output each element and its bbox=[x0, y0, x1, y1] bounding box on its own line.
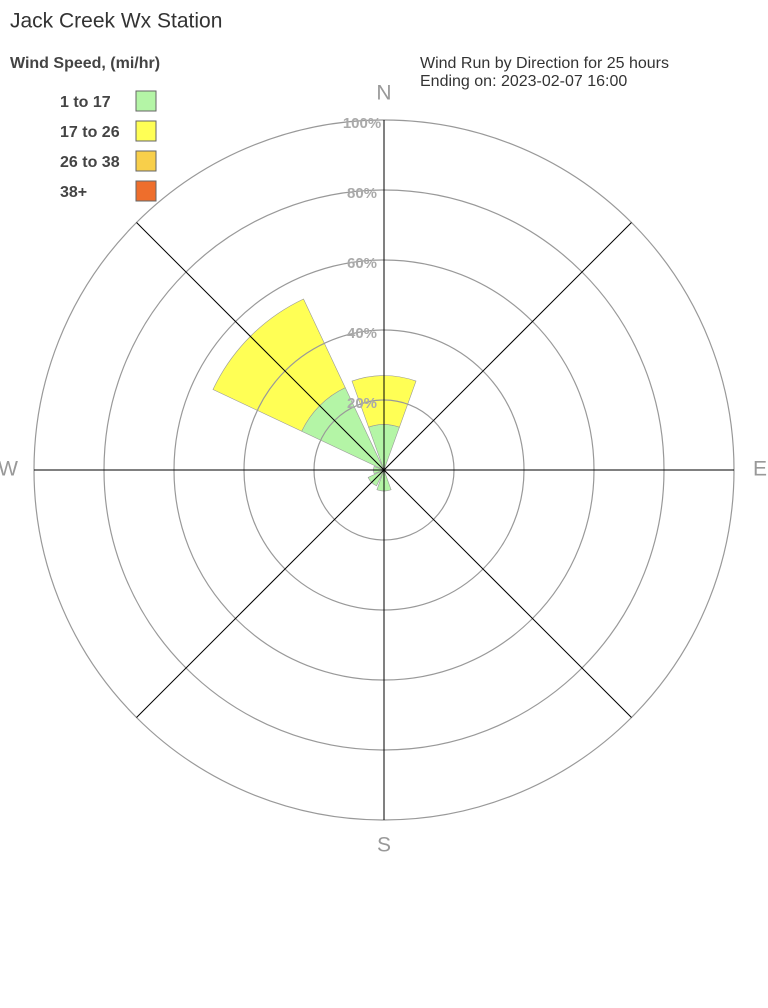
direction-label: E bbox=[753, 458, 767, 481]
r-tick-label: 100% bbox=[343, 115, 381, 132]
legend-label: 17 to 26 bbox=[60, 124, 120, 141]
subtitle: Ending on: 2023-02-07 16:00 bbox=[420, 73, 627, 90]
legend-swatch bbox=[135, 180, 157, 202]
r-tick-label: 20% bbox=[347, 395, 377, 412]
legend-swatch bbox=[135, 90, 157, 112]
direction-label: W bbox=[0, 458, 18, 481]
legend-swatch bbox=[135, 150, 157, 172]
r-tick-label: 60% bbox=[347, 255, 377, 272]
legend-title: Wind Speed, (mi/hr) bbox=[10, 55, 160, 72]
direction-label: N bbox=[376, 82, 391, 105]
chart-title: Jack Creek Wx Station bbox=[10, 10, 222, 33]
direction-label: S bbox=[377, 834, 391, 857]
legend-label: 26 to 38 bbox=[60, 154, 120, 171]
legend-swatch bbox=[135, 120, 157, 142]
r-tick-label: 40% bbox=[347, 325, 377, 342]
legend-label: 38+ bbox=[60, 184, 87, 201]
spoke bbox=[136, 222, 632, 718]
r-tick-label: 80% bbox=[347, 185, 377, 202]
legend-label: 1 to 17 bbox=[60, 94, 111, 111]
subtitle: Wind Run by Direction for 25 hours bbox=[420, 55, 669, 72]
